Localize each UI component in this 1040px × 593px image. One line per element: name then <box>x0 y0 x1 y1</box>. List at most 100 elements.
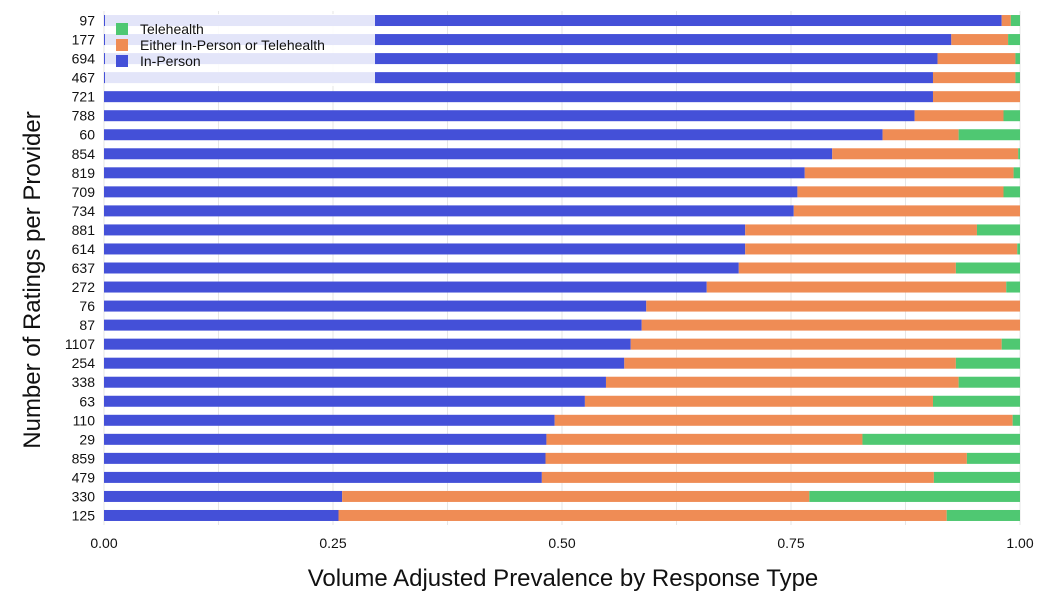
bar-segment <box>104 338 631 350</box>
legend-label: Telehealth <box>140 21 204 37</box>
y-tick-label: 254 <box>72 355 96 371</box>
y-tick-label: 125 <box>72 507 96 523</box>
legend-swatch <box>116 23 128 35</box>
bar-segment <box>1001 15 1011 27</box>
y-tick-label: 788 <box>72 108 96 124</box>
bar-segment <box>605 376 959 388</box>
y-tick-label: 177 <box>72 32 96 48</box>
x-tick-label: 0.50 <box>548 535 575 551</box>
bar-segment <box>1003 110 1020 122</box>
y-tick-label: 87 <box>79 317 95 333</box>
bar-segment <box>1006 281 1020 293</box>
y-tick-label: 881 <box>72 222 96 238</box>
y-tick-label: 637 <box>72 260 96 276</box>
bar-segment <box>951 34 1009 46</box>
bar-segment <box>933 471 1020 483</box>
y-tick-label: 330 <box>72 488 96 504</box>
y-axis-title: Number of Ratings per Provider <box>19 111 46 448</box>
y-tick-label: 479 <box>72 469 96 485</box>
y-tick-label: 76 <box>79 298 95 314</box>
bar-segment <box>646 300 1020 312</box>
bar-segment <box>104 471 542 483</box>
bar-segment <box>1015 72 1020 84</box>
legend-swatch <box>116 39 128 51</box>
legend-swatch <box>116 55 128 67</box>
bar-segment <box>104 167 805 179</box>
bar-segment <box>584 395 933 407</box>
bar-segment <box>958 376 1020 388</box>
bar-segment <box>554 414 1013 426</box>
y-tick-label: 338 <box>72 374 96 390</box>
bar-segment <box>966 452 1020 464</box>
bar-segment <box>546 433 863 445</box>
bar-segment <box>624 357 956 369</box>
bar-segment <box>630 338 1002 350</box>
bar-segment <box>104 433 547 445</box>
bar-segment <box>793 205 1020 217</box>
y-tick-label: 29 <box>79 431 95 447</box>
bars <box>104 15 1020 521</box>
bar-segment <box>104 129 883 141</box>
bar-segment <box>745 243 1018 255</box>
bar-segment <box>1008 34 1020 46</box>
bar-segment <box>104 452 546 464</box>
x-tick-label: 1.00 <box>1006 535 1033 551</box>
bar-segment <box>1013 167 1020 179</box>
bar-segment <box>541 471 934 483</box>
legend-background <box>105 14 375 86</box>
bar-segment <box>738 262 956 274</box>
bar-segment <box>104 15 1002 27</box>
bar-segment <box>976 224 1020 236</box>
y-tick-label: 859 <box>72 450 96 466</box>
bar-segment <box>104 357 625 369</box>
bar-segment <box>104 262 739 274</box>
bar-segment <box>104 224 746 236</box>
y-tick-label: 694 <box>72 51 96 67</box>
bar-segment <box>955 357 1020 369</box>
bar-segment <box>1018 148 1020 160</box>
bar-segment <box>946 509 1020 521</box>
bar-segment <box>932 91 1020 103</box>
x-axis-title: Volume Adjusted Prevalence by Response T… <box>308 565 819 592</box>
legend-label: In-Person <box>140 53 201 69</box>
bar-segment <box>809 490 1020 502</box>
y-tick-label: 272 <box>72 279 96 295</box>
y-tick-label: 63 <box>79 393 95 409</box>
bar-segment <box>1001 338 1020 350</box>
bar-segment <box>104 509 339 521</box>
bar-segment <box>104 53 938 65</box>
bar-segment <box>797 186 1004 198</box>
bar-segment <box>804 167 1014 179</box>
bar-segment <box>937 53 1016 65</box>
bar-segment <box>1010 15 1020 27</box>
y-tick-label: 734 <box>72 203 96 219</box>
bar-segment <box>104 34 952 46</box>
bar-segment <box>104 91 933 103</box>
y-tick-label: 614 <box>72 241 96 257</box>
bar-segment <box>545 452 967 464</box>
bar-segment <box>104 300 647 312</box>
x-tick-label: 0.25 <box>319 535 346 551</box>
bar-segment <box>955 262 1020 274</box>
bar-segment <box>104 148 833 160</box>
bar-segment <box>1017 243 1020 255</box>
y-tick-labels: 9717769446772178860854819709734881614637… <box>65 13 95 524</box>
y-tick-label: 854 <box>72 146 96 162</box>
y-tick-label: 97 <box>79 13 95 29</box>
bar-segment <box>832 148 1019 160</box>
bar-segment <box>745 224 977 236</box>
y-tick-label: 819 <box>72 165 96 181</box>
bar-segment <box>104 243 746 255</box>
y-tick-label: 110 <box>73 412 96 428</box>
bar-segment <box>932 395 1020 407</box>
y-tick-label: 709 <box>72 184 96 200</box>
bar-segment <box>932 72 1016 84</box>
bar-segment <box>958 129 1020 141</box>
y-tick-label: 60 <box>79 127 95 143</box>
bar-segment <box>1003 186 1020 198</box>
y-tick-label: 467 <box>72 70 96 86</box>
bar-segment <box>706 281 1007 293</box>
bar-segment <box>862 433 1020 445</box>
